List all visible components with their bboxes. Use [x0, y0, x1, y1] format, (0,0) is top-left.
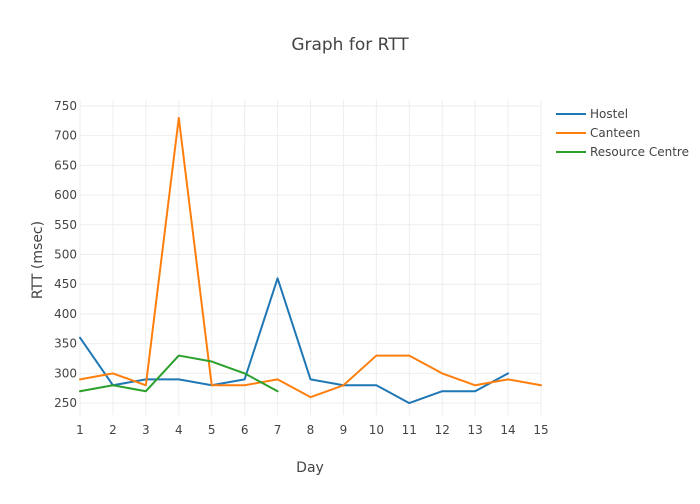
- x-tick-label: 4: [175, 423, 183, 437]
- chart-title: Graph for RTT: [291, 35, 409, 55]
- legend-item-canteen[interactable]: Canteen: [556, 126, 640, 140]
- y-tick-label: 700: [54, 129, 77, 143]
- legend-item-resource-centre[interactable]: Resource Centre: [556, 145, 689, 159]
- y-tick-label: 450: [54, 277, 77, 291]
- x-tick-label: 12: [435, 423, 450, 437]
- x-tick-label: 5: [208, 423, 216, 437]
- x-tick-label: 3: [142, 423, 150, 437]
- legend-label: Resource Centre: [590, 145, 689, 159]
- series-line-resource-centre[interactable]: [79, 354, 279, 393]
- y-tick-label: 600: [54, 188, 77, 202]
- y-tick-label: 750: [54, 99, 77, 113]
- x-tick-label: 9: [340, 423, 348, 437]
- y-tick-label: 400: [54, 307, 77, 321]
- x-tick-label: 7: [274, 423, 282, 437]
- x-tick-label: 6: [241, 423, 249, 437]
- x-axis-label: Day: [296, 460, 324, 476]
- y-tick-label: 550: [54, 218, 77, 232]
- x-tick-label: 2: [109, 423, 117, 437]
- legend-label: Canteen: [590, 126, 640, 140]
- legend-label: Hostel: [590, 107, 628, 121]
- axis-ticks: 1 2 3 4 5 6 7 8 9 10 11 12 13 14 152503003504004505005…: [54, 99, 549, 437]
- x-tick-label: 15: [533, 423, 548, 437]
- series-lines: [79, 116, 542, 405]
- legend[interactable]: Hostel Canteen Resource Centre: [556, 107, 689, 159]
- x-tick-label: 10: [369, 423, 384, 437]
- series-line-canteen[interactable]: [79, 116, 542, 399]
- series-line-hostel[interactable]: [79, 277, 510, 405]
- x-tick-label: 11: [402, 423, 417, 437]
- x-tick-label: 14: [500, 423, 515, 437]
- y-tick-label: 350: [54, 337, 77, 351]
- x-tick-label: 1: [76, 423, 84, 437]
- x-tick-label: 13: [468, 423, 483, 437]
- y-tick-label: 250: [54, 396, 77, 410]
- y-tick-label: 500: [54, 248, 77, 262]
- x-tick-label: 8: [307, 423, 315, 437]
- legend-item-hostel[interactable]: Hostel: [556, 107, 628, 121]
- y-tick-label: 300: [54, 366, 77, 380]
- y-axis-label: RTT (msec): [30, 221, 46, 299]
- grid-lines: [79, 100, 542, 415]
- y-tick-label: 650: [54, 158, 77, 172]
